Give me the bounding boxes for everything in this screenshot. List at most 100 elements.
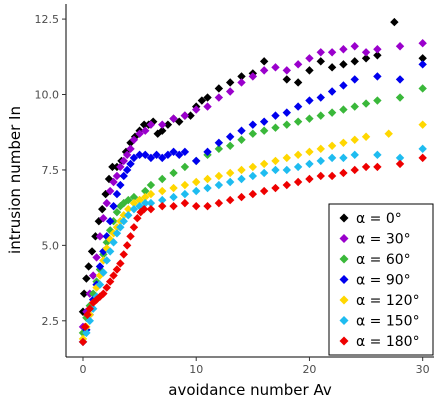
data-point bbox=[112, 207, 122, 217]
x-axis-title: avoidance number Av bbox=[168, 381, 332, 399]
data-point bbox=[133, 214, 142, 223]
data-point bbox=[361, 48, 371, 57]
data-point bbox=[237, 165, 246, 175]
data-point bbox=[214, 93, 224, 102]
data-point bbox=[105, 186, 115, 196]
data-point bbox=[126, 138, 135, 147]
data-point bbox=[158, 126, 167, 135]
data-point bbox=[248, 72, 258, 81]
data-point bbox=[112, 229, 122, 238]
data-point bbox=[282, 75, 291, 84]
data-point bbox=[293, 150, 303, 160]
legend-marker bbox=[339, 316, 349, 325]
data-point bbox=[316, 48, 325, 57]
data-point bbox=[180, 162, 190, 172]
data-point bbox=[282, 108, 291, 117]
data-point bbox=[395, 153, 405, 163]
data-point bbox=[316, 144, 325, 154]
data-point bbox=[148, 117, 158, 126]
legend-label: α = 150° bbox=[356, 314, 420, 330]
data-point bbox=[373, 72, 382, 81]
data-point bbox=[418, 84, 427, 93]
data-point bbox=[129, 153, 139, 163]
data-point bbox=[169, 168, 178, 178]
data-point bbox=[271, 183, 280, 193]
data-point bbox=[214, 144, 224, 154]
data-point bbox=[225, 78, 235, 87]
data-point bbox=[158, 120, 167, 129]
data-point bbox=[124, 204, 133, 214]
data-point bbox=[350, 42, 359, 51]
data-point bbox=[169, 183, 178, 193]
data-point bbox=[158, 174, 167, 184]
data-point bbox=[85, 304, 94, 313]
x-axis-ticks: 0 10 20 30 bbox=[79, 357, 430, 376]
data-point bbox=[180, 189, 190, 199]
data-point bbox=[259, 159, 269, 169]
data-point bbox=[305, 159, 314, 169]
data-point bbox=[146, 189, 156, 199]
data-point bbox=[129, 198, 139, 208]
data-points-layer bbox=[78, 17, 427, 347]
data-point bbox=[146, 198, 156, 208]
data-point bbox=[361, 132, 371, 141]
data-point bbox=[305, 54, 314, 63]
data-point bbox=[79, 289, 89, 298]
series-6 bbox=[78, 153, 427, 347]
data-point bbox=[373, 96, 382, 105]
data-point bbox=[84, 262, 93, 271]
data-point bbox=[248, 162, 258, 172]
data-point bbox=[373, 51, 382, 60]
data-point bbox=[316, 57, 325, 66]
data-point bbox=[81, 322, 90, 332]
data-point bbox=[316, 171, 325, 181]
data-point bbox=[418, 39, 427, 48]
data-point bbox=[163, 120, 173, 129]
data-point bbox=[126, 232, 135, 241]
data-point bbox=[327, 141, 337, 151]
data-point bbox=[350, 135, 359, 144]
data-point bbox=[248, 120, 258, 129]
data-point bbox=[82, 328, 91, 338]
data-point bbox=[316, 111, 325, 120]
data-point bbox=[293, 177, 303, 187]
data-point bbox=[146, 180, 156, 190]
data-point bbox=[259, 57, 269, 66]
data-point bbox=[78, 337, 88, 347]
data-point bbox=[350, 150, 359, 160]
data-point bbox=[95, 280, 105, 289]
data-point bbox=[305, 174, 314, 184]
data-point bbox=[152, 150, 161, 160]
data-point bbox=[116, 259, 125, 268]
data-point bbox=[339, 81, 348, 90]
data-point bbox=[135, 195, 144, 205]
data-point bbox=[119, 156, 128, 166]
data-point bbox=[339, 105, 348, 114]
data-point bbox=[116, 162, 125, 172]
data-point bbox=[418, 60, 427, 69]
data-point bbox=[122, 241, 132, 250]
data-point bbox=[99, 268, 108, 277]
data-point bbox=[87, 247, 97, 256]
data-point bbox=[293, 78, 303, 87]
data-point bbox=[169, 114, 178, 123]
data-point bbox=[395, 93, 405, 102]
data-point bbox=[248, 129, 258, 138]
data-point bbox=[339, 60, 348, 69]
data-point bbox=[119, 210, 128, 220]
data-point bbox=[282, 66, 291, 75]
data-point bbox=[327, 108, 337, 117]
data-point bbox=[339, 138, 348, 147]
data-point bbox=[350, 165, 359, 175]
data-point bbox=[92, 253, 101, 262]
data-point bbox=[259, 66, 269, 75]
data-point bbox=[282, 180, 291, 190]
data-point bbox=[361, 54, 371, 63]
data-point bbox=[293, 162, 303, 172]
data-point bbox=[327, 153, 337, 163]
data-point bbox=[316, 93, 325, 102]
data-point bbox=[373, 150, 382, 160]
data-point bbox=[418, 153, 427, 163]
data-point bbox=[327, 171, 337, 181]
